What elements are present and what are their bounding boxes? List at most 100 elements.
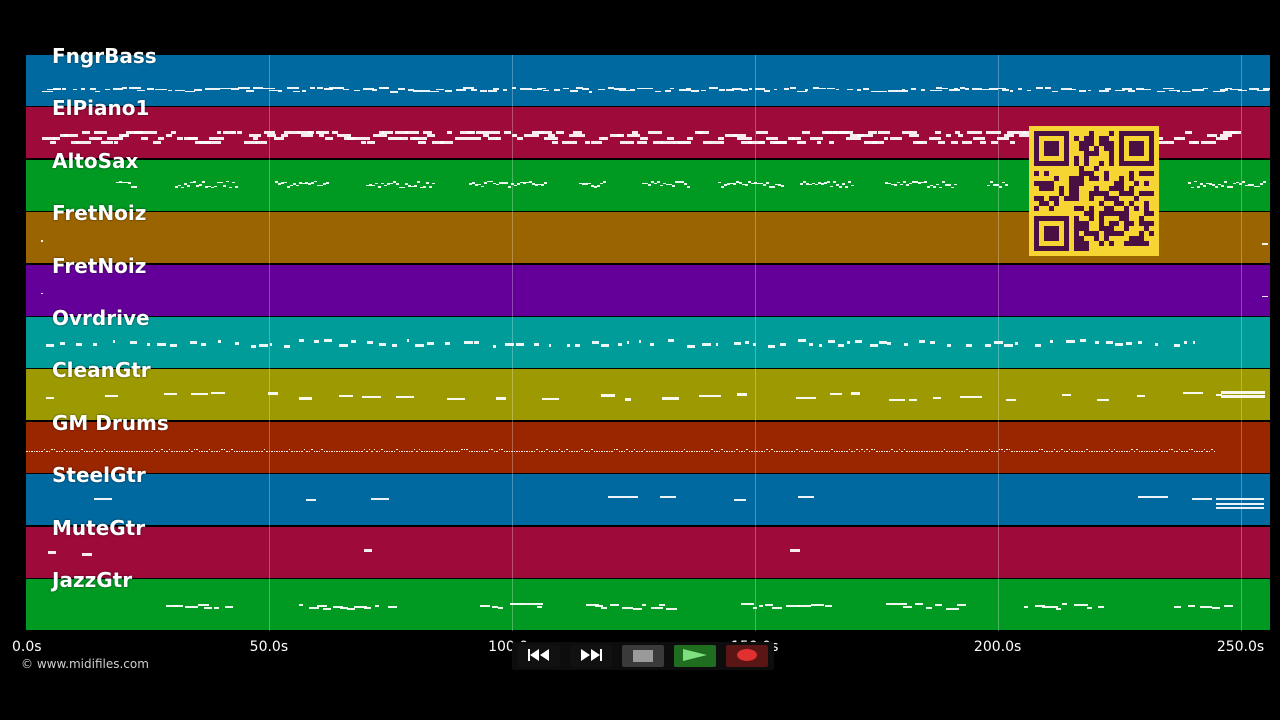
note [667,137,674,140]
note [511,134,518,137]
track-label: CleanGtr [52,358,151,383]
note [877,90,888,93]
note [901,450,903,453]
note [1066,450,1068,453]
note [608,450,611,453]
note [920,181,924,184]
rewind-button[interactable] [518,645,560,667]
note [422,186,426,188]
note [1186,450,1188,453]
note [1188,448,1191,451]
note [274,181,278,183]
note [218,340,221,344]
track-label: MuteGtr [52,515,146,540]
stop-icon [633,647,653,666]
note [626,341,630,345]
track-label: JazzGtr [52,568,133,592]
note [558,448,561,451]
note [126,131,132,134]
note [295,184,299,187]
note [812,87,820,90]
note [53,88,61,91]
note [781,450,783,453]
note [1174,343,1180,347]
note [1262,295,1268,298]
note [89,88,96,90]
note [175,605,184,608]
note [648,450,651,453]
note [410,185,414,188]
note [1198,450,1201,453]
note [490,180,494,183]
record-icon [736,647,758,666]
note [466,448,468,451]
note [1101,450,1103,453]
note [183,450,186,453]
note [1136,394,1145,398]
note [824,604,832,607]
note [483,450,486,453]
note [715,343,719,347]
note [243,450,246,453]
note [319,184,323,187]
note [946,607,959,610]
note [941,181,945,183]
note [313,180,317,183]
note [721,186,725,188]
note [588,182,592,185]
note [763,450,766,453]
note [1188,605,1195,607]
note [1066,339,1076,343]
note [1041,448,1043,451]
note [591,341,599,345]
note [1138,450,1141,453]
note [1163,450,1166,453]
note [256,141,268,144]
note [161,448,163,451]
note [316,184,320,187]
note [1213,90,1226,93]
note [914,603,924,606]
note [733,450,736,453]
note [162,88,168,91]
note [1063,450,1066,453]
note [341,450,343,453]
note [780,342,787,346]
note [660,141,675,144]
note [991,141,999,144]
note [679,89,691,91]
note [902,89,906,91]
note [108,450,111,453]
note [867,131,878,134]
note [332,606,343,609]
note [94,131,108,134]
note [951,141,959,144]
note [646,450,648,453]
note [938,186,942,189]
note [496,183,500,186]
record-button[interactable] [726,645,768,667]
play-button[interactable] [674,645,716,667]
note [476,450,478,453]
note [381,448,383,451]
note [651,181,655,183]
note [938,141,945,144]
note [1201,141,1217,144]
note [71,141,79,144]
note [263,87,276,90]
note [521,450,523,453]
note [1071,450,1073,453]
note [671,450,673,453]
note [832,181,836,183]
stop-button[interactable] [622,645,664,667]
note [1176,90,1180,92]
note [941,450,943,453]
note [1121,450,1123,453]
note [591,141,602,144]
note [633,448,636,451]
note [1197,186,1201,188]
note [1251,184,1255,186]
fast-forward-button[interactable] [570,645,612,667]
transport-bar [512,642,774,670]
note [516,450,518,453]
